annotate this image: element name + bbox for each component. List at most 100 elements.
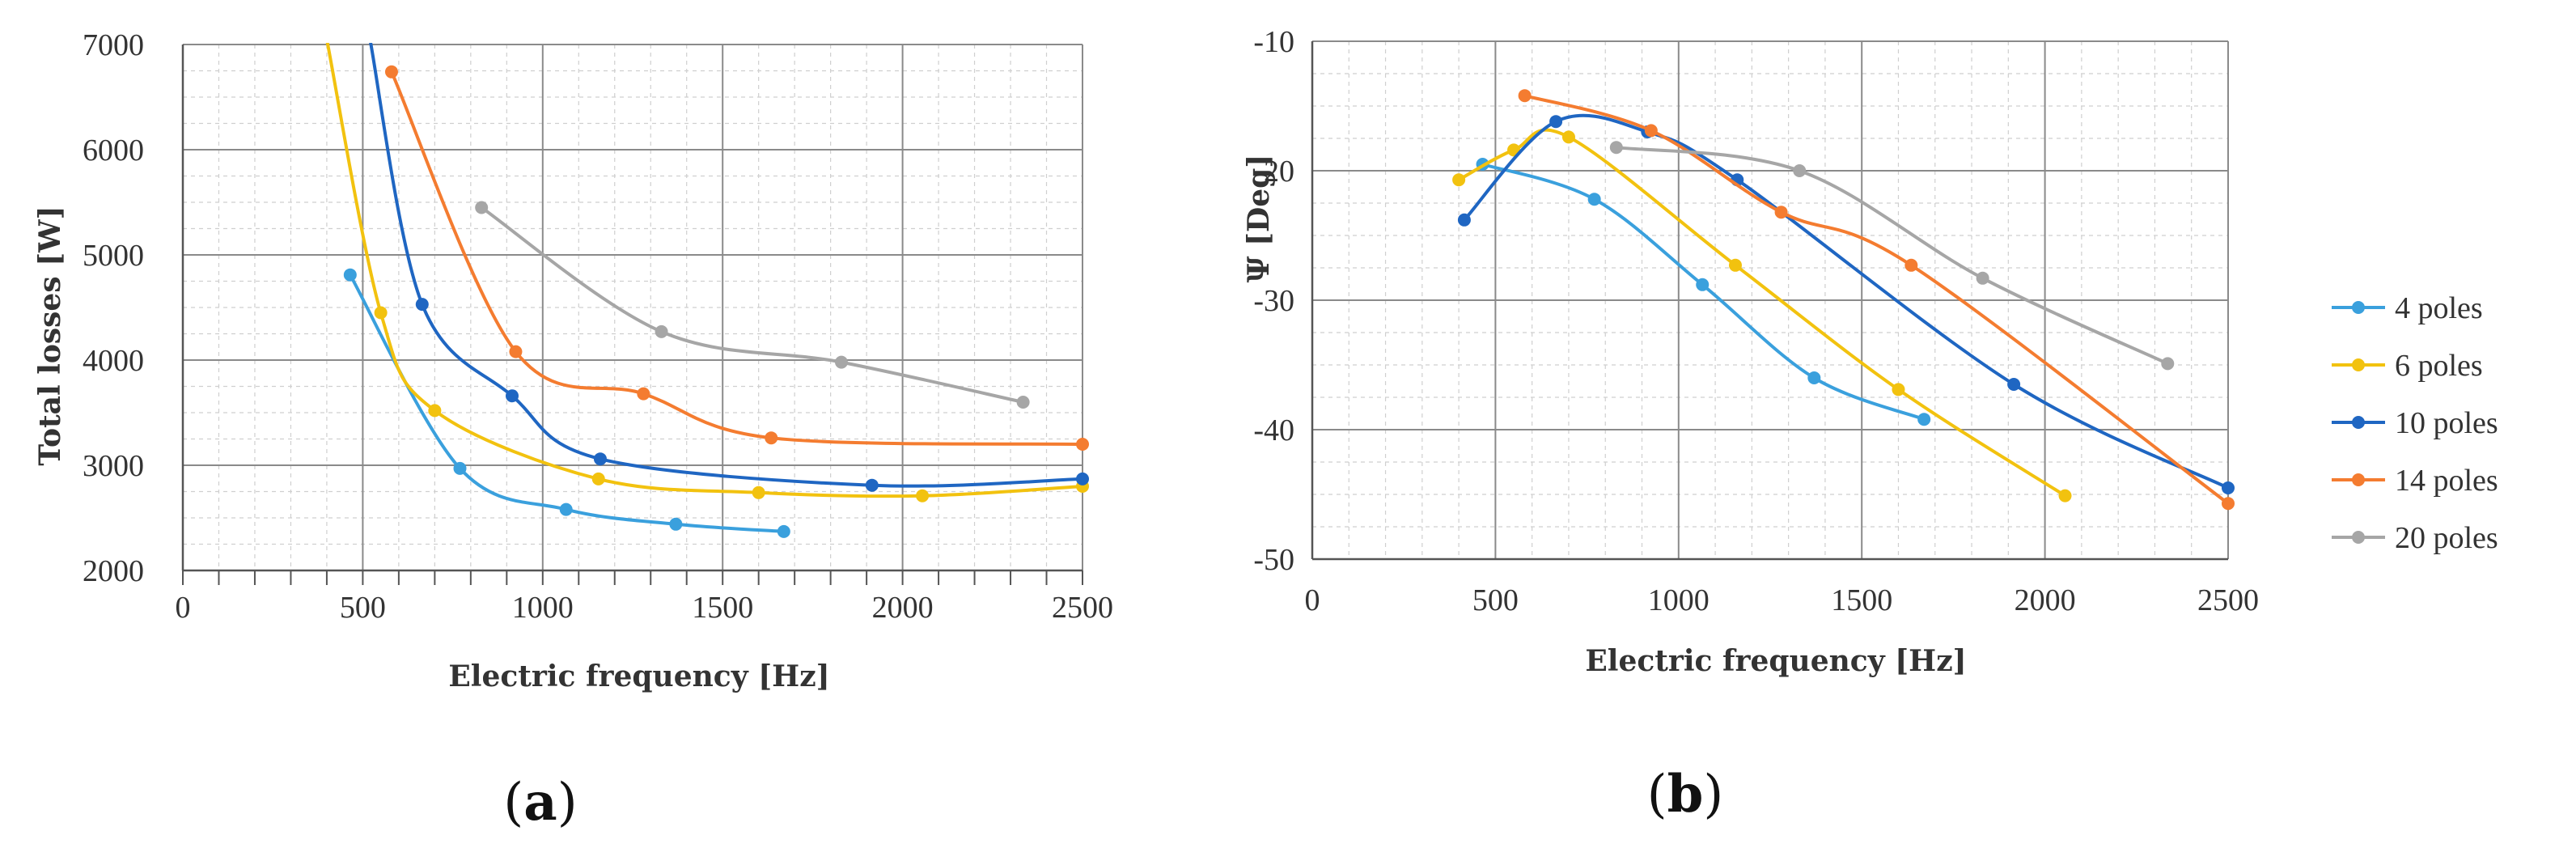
- data-point-10-poles: [2222, 481, 2235, 494]
- panel-label: (a): [503, 772, 577, 833]
- data-point-10-poles: [593, 452, 607, 466]
- y-tick-label: -50: [1253, 543, 1294, 577]
- legend-entry: 14 poles: [2332, 464, 2498, 498]
- data-point-14-poles: [1518, 89, 1532, 103]
- data-point-20-poles: [1609, 141, 1623, 155]
- x-tick-label: 0: [1305, 583, 1320, 617]
- x-tick-label: 500: [340, 591, 386, 625]
- data-point-20-poles: [834, 355, 848, 369]
- data-point-4-poles: [1917, 413, 1931, 426]
- series-line-14-poles: [1524, 94, 2230, 505]
- series-line-14-poles: [390, 70, 1083, 446]
- data-point-10-poles: [1457, 213, 1471, 227]
- legend-swatch-marker: [2352, 473, 2365, 486]
- legend-label: 20 poles: [2395, 521, 2498, 555]
- legend-label: 4 poles: [2395, 291, 2483, 325]
- data-point-10-poles: [2007, 378, 2021, 391]
- legend: 4 poles 6 poles 10 poles 14 poles 20 poles: [2332, 291, 2498, 555]
- data-point-6-poles: [2058, 489, 2072, 502]
- data-point-4-poles: [777, 524, 790, 538]
- major-grid: [182, 44, 1083, 571]
- y-tick-label: -20: [1253, 155, 1294, 189]
- x-tick-label: 500: [1472, 583, 1519, 617]
- x-tick-label: 1500: [1831, 583, 1892, 617]
- data-point-4-poles: [1807, 371, 1821, 384]
- x-tick-label: 2500: [2197, 583, 2259, 617]
- data-series: [1452, 89, 2235, 511]
- y-tick-label: 6000: [83, 134, 144, 167]
- data-point-14-poles: [384, 65, 398, 78]
- data-point-14-poles: [765, 431, 778, 445]
- data-point-20-poles: [1016, 396, 1030, 409]
- x-tick-labels: 0 500 1000 1500 2000 2500: [1305, 583, 2260, 617]
- data-point-6-poles: [591, 472, 605, 486]
- y-tick-label: -30: [1253, 284, 1294, 318]
- data-point-14-poles: [509, 345, 523, 358]
- y-tick-label: 5000: [83, 239, 144, 273]
- data-point-4-poles: [1696, 278, 1710, 291]
- legend-entry: 4 poles: [2332, 291, 2483, 325]
- y-tick-label: 7000: [83, 28, 144, 62]
- data-point-6-poles: [428, 404, 442, 418]
- x-tick-label: 2000: [2015, 583, 2076, 617]
- x-tick-label: 1000: [1648, 583, 1710, 617]
- minor-grid: [182, 44, 1083, 571]
- y-tick-label: -40: [1253, 413, 1294, 447]
- major-grid: [1311, 40, 2229, 560]
- data-point-10-poles: [1076, 472, 1089, 486]
- data-point-14-poles: [1774, 206, 1788, 219]
- y-tick-labels: -50 -40 -30 -20 -10: [1253, 25, 1294, 577]
- legend-entry: 20 poles: [2332, 521, 2498, 555]
- data-point-20-poles: [2161, 357, 2175, 371]
- legend-swatch-marker: [2352, 358, 2365, 371]
- series-line-6-poles: [1458, 128, 2066, 498]
- axes: [1311, 41, 2228, 561]
- data-point-20-poles: [1793, 164, 1807, 177]
- legend-label: 10 poles: [2395, 406, 2498, 440]
- data-point-10-poles: [415, 298, 429, 312]
- data-point-14-poles: [2222, 497, 2235, 511]
- data-point-20-poles: [655, 324, 668, 338]
- legend-entry: 6 poles: [2332, 349, 2483, 383]
- data-point-4-poles: [1587, 193, 1601, 206]
- legend-swatch-marker: [2352, 301, 2365, 314]
- data-point-6-poles: [1728, 258, 1742, 272]
- y-tick-labels: 2000 3000 4000 5000 6000 7000: [83, 28, 144, 588]
- panel-label: (b): [1647, 764, 1724, 825]
- series-line-20-poles: [1616, 146, 2169, 366]
- x-tick-label: 0: [176, 591, 191, 625]
- series-line-4-poles: [1482, 163, 1925, 422]
- x-axis-title: Electric frequency [Hz]: [448, 659, 829, 693]
- series-line-10-poles: [369, 43, 1083, 488]
- data-point-4-poles: [453, 461, 467, 475]
- data-point-6-poles: [752, 486, 765, 499]
- series-line-20-poles: [481, 206, 1024, 404]
- data-point-10-poles: [1549, 115, 1563, 129]
- data-point-14-poles: [1076, 438, 1089, 451]
- data-point-6-poles: [1892, 383, 1905, 396]
- legend-swatch-marker: [2352, 416, 2365, 429]
- data-point-10-poles: [865, 478, 879, 492]
- y-axis-title: Total losses [W]: [33, 206, 67, 465]
- x-tick-label: 1500: [692, 591, 753, 625]
- data-point-6-poles: [1561, 130, 1575, 144]
- data-point-6-poles: [374, 306, 388, 320]
- y-tick-label: 2000: [83, 554, 144, 588]
- data-point-14-poles: [637, 387, 650, 401]
- y-axis-title: Ψ [Deg]: [1242, 155, 1276, 283]
- x-tick-label: 2000: [872, 591, 934, 625]
- data-point-20-poles: [1976, 271, 1989, 285]
- x-tick-labels: 0 500 1000 1500 2000 2500: [176, 591, 1114, 625]
- data-point-6-poles: [916, 489, 930, 502]
- legend-label: 14 poles: [2395, 464, 2498, 498]
- legend-swatch-marker: [2352, 531, 2365, 544]
- chart-total-losses: 2000 3000 4000 5000 6000 7000 0 500 1000 1500 200…: [33, 28, 1113, 833]
- data-point-14-poles: [1904, 258, 1918, 272]
- data-point-4-poles: [669, 517, 683, 531]
- chart-psi-angle: -50 -40 -30 -20 -10 0 500 1000 1500 2000 2500 Ψ […: [1242, 25, 2259, 825]
- data-point-4-poles: [343, 268, 357, 282]
- data-point-20-poles: [475, 201, 489, 214]
- axes: [181, 45, 1083, 585]
- data-point-6-poles: [1452, 173, 1466, 187]
